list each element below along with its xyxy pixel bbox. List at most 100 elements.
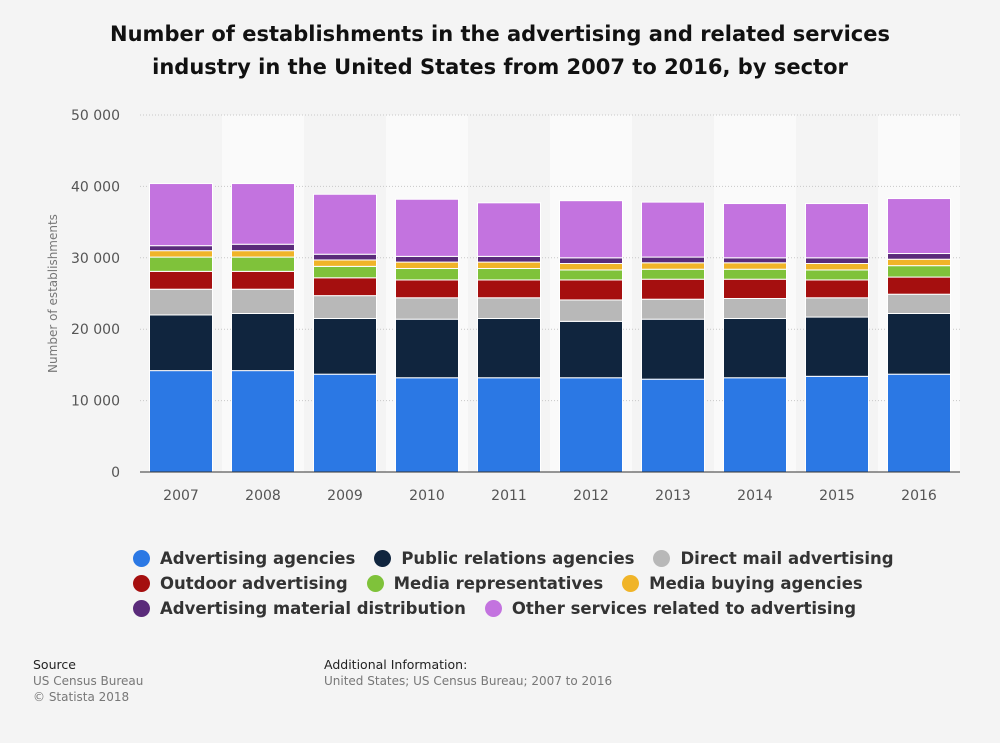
legend-label: Direct mail advertising <box>680 549 894 568</box>
legend-marker-icon <box>133 550 150 567</box>
bar-segment <box>805 375 869 473</box>
bar-segment <box>887 258 951 267</box>
bar-segment <box>477 377 541 473</box>
bar-segment <box>887 253 951 260</box>
bar-segment <box>641 201 705 258</box>
bar-segment <box>313 193 377 255</box>
bar-segment <box>149 270 213 290</box>
bar-segment <box>395 255 459 263</box>
legend-item-public-relations-agencies[interactable]: Public relations agencies <box>374 549 634 568</box>
bar-segment <box>723 278 787 299</box>
legend-marker-icon <box>374 550 392 567</box>
legend-label: Media buying agencies <box>649 574 863 593</box>
bar-segment <box>149 314 213 372</box>
bar-segment <box>559 299 623 322</box>
source-heading: Source <box>33 657 76 672</box>
legend-label: Advertising material distribution <box>160 599 466 618</box>
bar-segment <box>313 259 377 267</box>
bar-segment <box>641 298 705 320</box>
bar-segment <box>559 269 623 281</box>
y-tick-label: 50 000 <box>71 108 120 124</box>
bar-segment <box>805 269 869 281</box>
legend-marker-icon <box>622 575 640 592</box>
legend-marker-icon <box>484 600 502 617</box>
bar-segment <box>887 198 951 255</box>
source-name: US Census Bureau <box>33 674 144 688</box>
x-tick-label: 2016 <box>901 488 937 504</box>
bar-segment <box>231 256 295 272</box>
bar-segment <box>477 317 541 379</box>
stacked-bar-chart: 0 10 000 20 000 30 000 40 000 50 000 Number of… <box>46 108 960 504</box>
bar-segment <box>395 297 459 320</box>
bar-segment <box>559 320 623 379</box>
bar-segment <box>395 198 459 257</box>
x-tick-label: 2013 <box>655 488 691 504</box>
bar-segment <box>231 370 295 473</box>
legend-row-1: Advertising agencies Public relations ag… <box>133 546 953 571</box>
bar-segment <box>805 257 869 265</box>
bar-segment <box>559 200 623 259</box>
x-tick-label: 2008 <box>245 488 281 504</box>
y-axis-title: Number of establishments <box>46 214 60 373</box>
source-block: Source US Census Bureau © Statista 2018 <box>33 657 143 705</box>
y-tick-label: 0 <box>111 465 120 481</box>
x-tick-label: 2009 <box>327 488 363 504</box>
legend-row-2: Outdoor advertising Media representative… <box>133 571 953 596</box>
legend-label: Advertising agencies <box>160 549 356 568</box>
x-tick-label: 2010 <box>409 488 445 504</box>
bar-segment <box>887 293 951 314</box>
bar-segment <box>313 373 377 473</box>
bar-segment <box>805 297 869 318</box>
bar-segment <box>559 377 623 473</box>
x-tick-label: 2011 <box>491 488 527 504</box>
bar-segment <box>641 262 705 270</box>
legend-item-direct-mail-advertising[interactable]: Direct mail advertising <box>653 549 894 568</box>
bar-segment <box>723 317 787 379</box>
bar-segment <box>231 250 295 258</box>
legend-item-other-services[interactable]: Other services related to advertising <box>484 599 857 618</box>
bar-segment <box>641 318 705 380</box>
bar-segment <box>149 245 213 252</box>
legend-item-media-representatives[interactable]: Media representatives <box>366 574 603 593</box>
bar-segment <box>477 261 541 270</box>
bar-segment <box>559 263 623 271</box>
legend-item-media-buying-agencies[interactable]: Media buying agencies <box>622 574 863 593</box>
bar-segment <box>641 268 705 280</box>
bar-segment <box>149 250 213 258</box>
legend-marker-icon <box>133 600 150 617</box>
x-tick-label: 2014 <box>737 488 773 504</box>
bar-segment <box>231 243 295 252</box>
legend-row-3: Advertising material distribution Other … <box>133 596 953 621</box>
bar-segment <box>723 268 787 280</box>
y-tick-label: 20 000 <box>71 322 120 338</box>
bar-segment <box>723 262 787 270</box>
bar-segment <box>231 270 295 290</box>
bar-segment <box>887 276 951 295</box>
bar-segment <box>313 265 377 279</box>
x-tick-label: 2007 <box>163 488 199 504</box>
bar-segment <box>149 288 213 316</box>
bar-segment <box>477 255 541 263</box>
additional-info-heading: Additional Information: <box>324 657 468 672</box>
legend-item-advertising-agencies[interactable]: Advertising agencies <box>133 549 355 568</box>
x-tick-label: 2015 <box>819 488 855 504</box>
bar-segment <box>477 268 541 281</box>
legend-marker-icon <box>133 575 150 592</box>
bar-segment <box>231 312 295 372</box>
legend-marker-icon <box>653 550 671 567</box>
legend-label: Other services related to advertising <box>511 599 857 618</box>
bar-segment <box>887 265 951 278</box>
y-tick-label: 30 000 <box>71 251 120 267</box>
legend-item-outdoor-advertising[interactable]: Outdoor advertising <box>133 574 348 593</box>
legend-label: Public relations agencies <box>401 549 635 568</box>
bar-segment <box>477 297 541 319</box>
chart-title: Number of establishments in the advertis… <box>110 22 890 79</box>
bar-segment <box>723 297 787 319</box>
legend-item-advertising-material-distribution[interactable]: Advertising material distribution <box>133 599 466 618</box>
bar-segment <box>395 261 459 270</box>
y-tick-label: 10 000 <box>71 394 120 410</box>
bar-segment <box>887 373 951 473</box>
bar-segment <box>313 295 377 319</box>
bar-segment <box>313 253 377 261</box>
bar-segment <box>395 279 459 299</box>
